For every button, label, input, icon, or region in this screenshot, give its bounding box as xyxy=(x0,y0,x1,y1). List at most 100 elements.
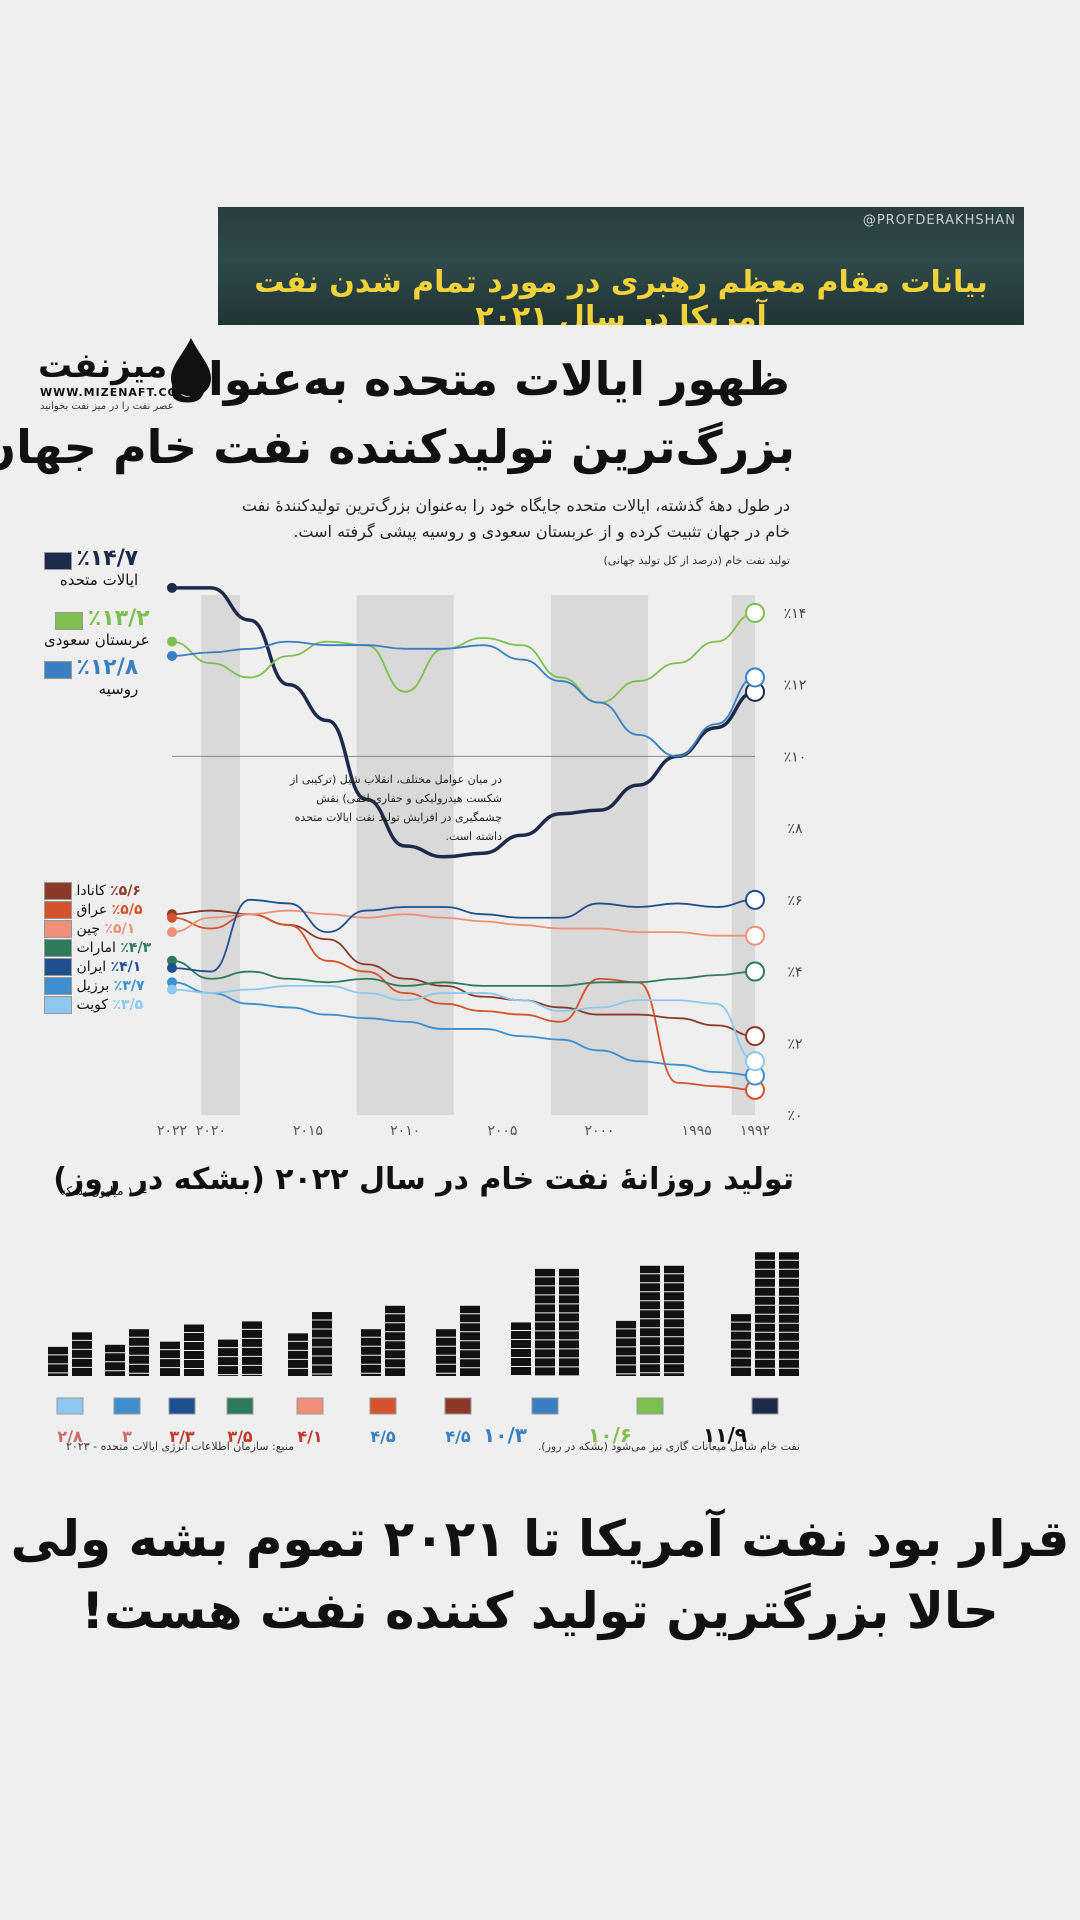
barrel-stack xyxy=(731,1314,751,1376)
caption-line2: حالا بزرگترین تولید کننده نفت هست! xyxy=(81,1582,999,1640)
series-end-dot-iraq xyxy=(167,912,177,923)
legend-value-iraq: ٪۵/۵ xyxy=(111,902,143,918)
legend-name-usa: ایالات متحده xyxy=(59,571,139,589)
flag-icon-iran xyxy=(44,958,72,976)
bar-flag-icon xyxy=(226,1397,254,1415)
subtitle-line1: در طول دههٔ گذشته، ایالات متحده جایگاه خ… xyxy=(241,496,790,515)
legend-name-china: چین xyxy=(72,921,105,937)
series-flag-uae xyxy=(745,961,765,982)
barrel-stack xyxy=(511,1322,531,1376)
flag-icon-iraq xyxy=(44,901,72,919)
x-tick-label: ۲۰۱۰ xyxy=(390,1123,420,1139)
legend-uae: ٪۴/۳ امارات xyxy=(44,939,151,957)
y-tick-label: ٪۸ xyxy=(787,821,803,837)
line-chart: ٪۰ ٪۲ ٪۴ ٪۶ ٪۸ ٪۱۰ ٪۱۲ ٪۱۴ ۲۰۲۲ ۲۰۲۰ ۲۰۱۵ ۲۰۱۰ ۲۰۰۵ ۲… xyxy=(157,582,807,1139)
flag-icon-usa xyxy=(44,552,72,570)
x-tick-label: ۲۰۱۵ xyxy=(293,1123,323,1139)
legend-saudi: ٪۱۳/۲ عربستان سعودی xyxy=(44,606,150,649)
bar-value-label: ۱۰/۶ xyxy=(588,1423,632,1447)
series-flag-saudi xyxy=(745,602,765,623)
legend-brazil: ٪۳/۷ برزیل xyxy=(44,977,145,995)
legend-name-saudi: عربستان سعودی xyxy=(44,631,150,649)
subtitle-line2: خام در جهان تثبیت کرده و از عربستان سعود… xyxy=(293,522,790,541)
oil-drop-icon xyxy=(171,338,211,396)
series-line-kuwait xyxy=(171,984,756,1063)
y-axis-label: تولید نفت خام (درصد از کل تولید جهانی) xyxy=(603,554,790,567)
series-end-dot-uae xyxy=(167,955,177,966)
brand-url: WWW.MIZENAFT.COM xyxy=(40,386,190,399)
barrel-stack xyxy=(616,1320,636,1376)
bar-flag-icon xyxy=(751,1397,779,1415)
barrel-stack xyxy=(559,1268,579,1376)
source-note: منبع: سازمان اطلاعات انرژی ایالات متحده … xyxy=(66,1440,295,1453)
y-tick-label: ٪۰ xyxy=(787,1108,802,1124)
bar-value-label: ۱۰/۳ xyxy=(483,1423,527,1447)
legend-name-brazil: برزیل xyxy=(72,978,114,994)
flag-icon-saudi xyxy=(55,612,84,630)
legend-name-iraq: عراق xyxy=(72,902,112,918)
legend-name-kuwait: کویت xyxy=(72,997,113,1013)
legend-value-iran: ٪۴/۱ xyxy=(110,959,142,975)
legend-value-kuwait: ٪۳/۵ xyxy=(112,997,144,1013)
decade-band xyxy=(550,595,649,1115)
series-flag-kuwait xyxy=(745,1051,765,1072)
y-tick-label: ٪۶ xyxy=(787,893,802,909)
bar-unit-legend: = ۱ میلیون بشکه xyxy=(60,1184,148,1198)
shale-note: در میان عوامل مختلف، انقلاب شیل (ترکیبی … xyxy=(289,773,502,843)
barrel-stack xyxy=(218,1339,238,1376)
series-line-uae xyxy=(171,959,756,987)
barrel-stack xyxy=(664,1265,684,1376)
bar-flag-icon xyxy=(168,1397,196,1415)
legend-name-iran: ایران xyxy=(72,959,111,975)
series-line-russia xyxy=(171,640,756,758)
legend-canada: ٪۵/۶ کانادا xyxy=(44,882,141,900)
bar-flag-icon xyxy=(531,1397,559,1415)
series-end-dot-kuwait xyxy=(167,984,177,995)
bar-flag-icon xyxy=(296,1397,324,1415)
bar-value-label: ۴/۵ xyxy=(370,1427,396,1446)
condensate-note: نفت خام شامل میعانات گازی نیز می‌شود (بش… xyxy=(537,1440,800,1453)
bar-flag-icon xyxy=(113,1397,141,1415)
x-tick-label: ۲۰۲۲ xyxy=(157,1123,187,1139)
series-flag-china xyxy=(745,925,765,946)
bar-value-label: ۳/۳ xyxy=(169,1427,195,1446)
barrel-stack xyxy=(312,1312,332,1376)
barrel-stack xyxy=(361,1329,381,1376)
y-tick-label: ٪۱۰ xyxy=(784,749,807,765)
bar-chart-title: تولید روزانهٔ نفت خام در سال ۲۰۲۲ (بشکه … xyxy=(53,1162,794,1197)
series-flag-russia xyxy=(745,667,765,688)
barrel-stack xyxy=(288,1333,308,1376)
barrel-stack xyxy=(48,1346,68,1376)
flag-icon-russia xyxy=(44,661,72,679)
banner-handle: @PROFDERAKHSHAN xyxy=(862,213,1016,228)
barrel-stack xyxy=(535,1268,555,1376)
series-end-dot-iran xyxy=(167,962,177,973)
flag-icon-uae xyxy=(44,939,72,957)
x-tick-label: ۲۰۰۵ xyxy=(487,1123,517,1139)
infographic-title-line1: ظهور ایالات متحده به‌عنوان xyxy=(168,352,790,406)
bar-flag-icon xyxy=(369,1397,397,1415)
series-end-dot-china xyxy=(167,927,177,938)
series-end-dot-saudi xyxy=(167,636,177,647)
bar-value-label: ۲/۸ xyxy=(57,1427,83,1446)
bar-flag-icon xyxy=(56,1397,84,1415)
bar-chart: ۲/۸ ۳ ۳/۳ ۳/۵ ۴/۱ ۴/۵ ۴/۵ ۱۰/۳ ۱۰/۶ ۱۱/۹ xyxy=(48,1252,799,1447)
flag-icon-kuwait xyxy=(44,996,72,1014)
series-line-iraq xyxy=(171,913,756,1091)
barrel-stack xyxy=(640,1265,660,1376)
legend-value-usa: ٪۱۴/۷ xyxy=(76,546,139,571)
banner-text: بیانات مقام معظم رهبری در مورد تمام شدن … xyxy=(254,265,988,325)
decade-band xyxy=(201,595,241,1115)
bar-value-label: ۱۱/۹ xyxy=(703,1423,747,1447)
barrel-stack xyxy=(72,1332,92,1376)
legend-iran: ٪۴/۱ ایران xyxy=(44,958,141,976)
barrel-stack xyxy=(105,1344,125,1376)
y-tick-label: ٪۱۴ xyxy=(784,606,807,622)
flag-icon-canada xyxy=(44,882,72,900)
brand-wordmark: میزنفت xyxy=(38,346,168,386)
bar-value-label: ۳/۵ xyxy=(227,1427,253,1446)
x-tick-label: ۲۰۰۰ xyxy=(584,1123,614,1139)
infographic-title-line2: بزرگ‌ترین تولیدکننده نفت خام جهان xyxy=(0,420,795,474)
series-flag-iran xyxy=(745,889,765,910)
legend-value-uae: ٪۴/۳ xyxy=(120,940,152,956)
